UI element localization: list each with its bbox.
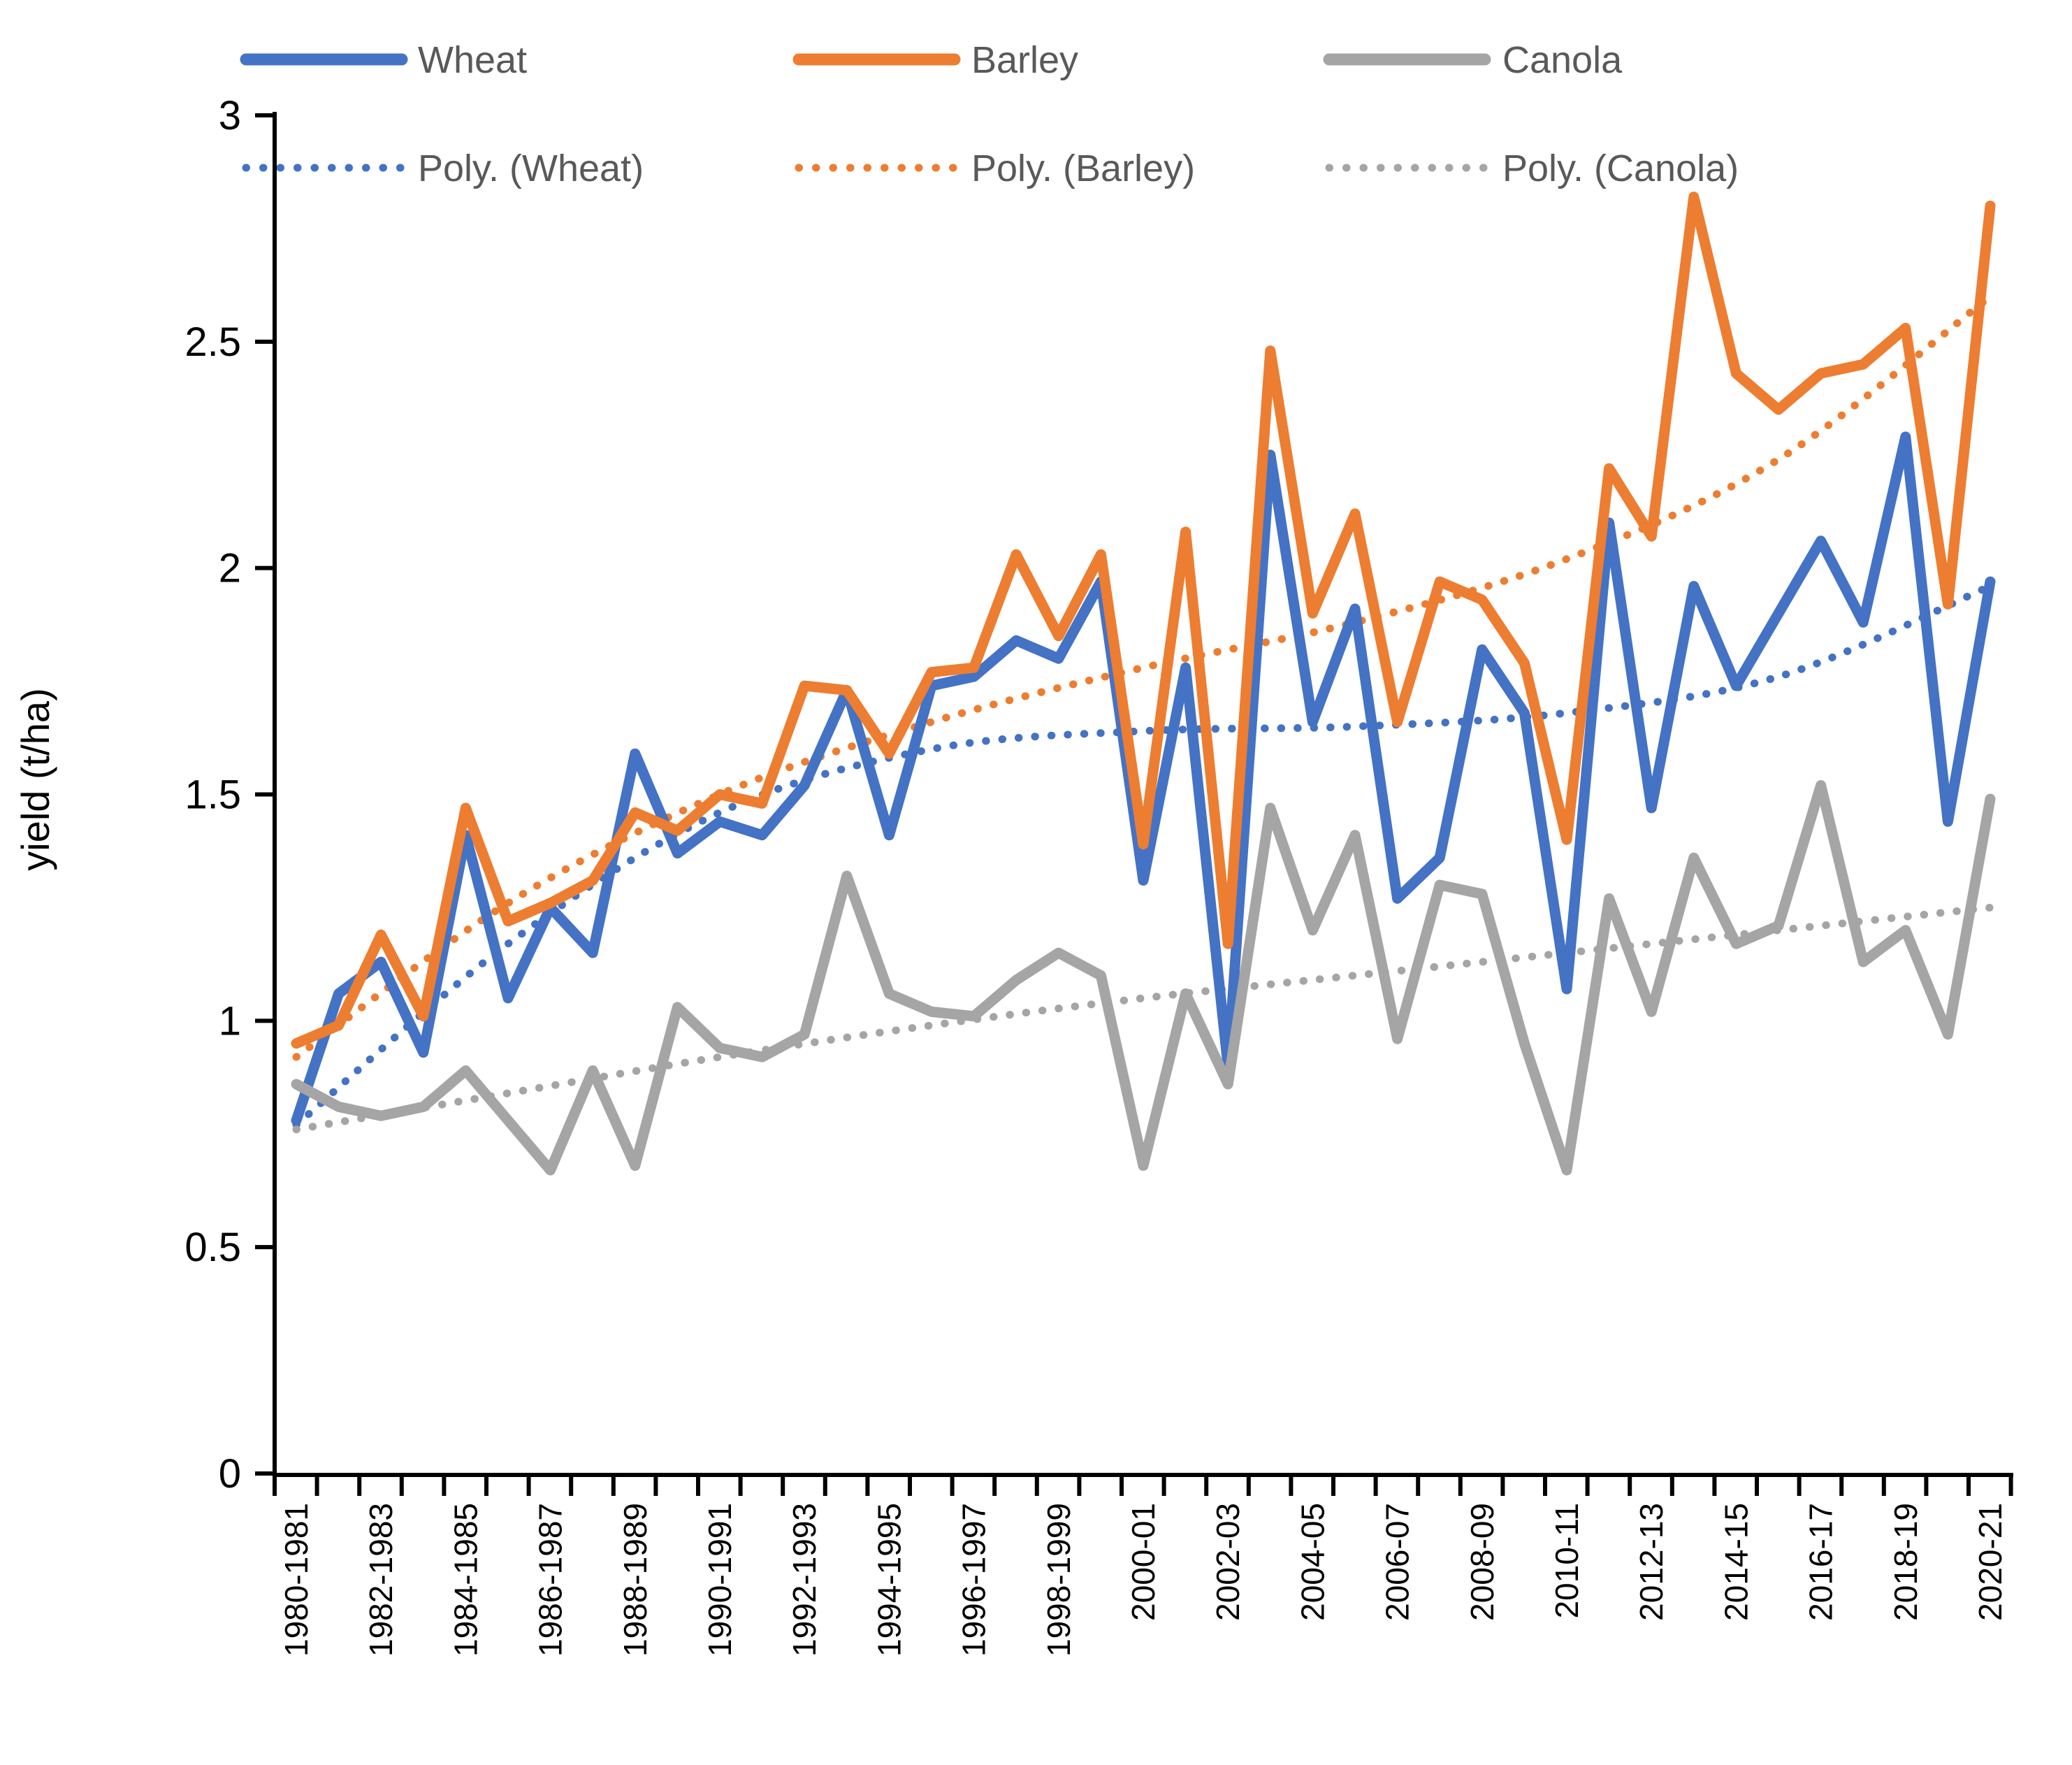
x-tick-label: 1994-1995 — [871, 1503, 907, 1657]
axes: 0 0.5 1 1.5 2 2.5 3 1980-1981 1982-1983 1984-198… — [13, 93, 2013, 1657]
trend-lines — [292, 292, 1994, 1134]
x-tick-label: 2018-19 — [1888, 1503, 1924, 1621]
x-tick-label: 1984-1985 — [447, 1503, 484, 1657]
y-axis-ticks — [255, 113, 275, 1476]
x-tick-label: 1990-1991 — [702, 1503, 738, 1657]
x-tick-label: 2000-01 — [1125, 1503, 1161, 1621]
series-line-barley — [291, 192, 1996, 1049]
x-tick-label: 2020-21 — [1972, 1503, 2008, 1621]
x-tick-label: 1996-1997 — [956, 1503, 992, 1657]
x-tick-label: 1986-1987 — [533, 1503, 569, 1657]
data-series-lines — [291, 192, 1996, 1176]
legend-label-poly-canola: Poly. (Canola) — [1502, 147, 1739, 189]
x-tick-label: 2012-13 — [1633, 1503, 1669, 1621]
y-tick-label: 2 — [219, 546, 241, 591]
x-tick-label: 1980-1981 — [278, 1503, 314, 1657]
y-tick-label: 2.5 — [184, 319, 241, 365]
x-tick-label: 2002-03 — [1210, 1503, 1246, 1621]
legend-label-barley: Barley — [971, 39, 1078, 81]
y-tick-label: 0.5 — [184, 1225, 241, 1270]
legend-label-poly-barley: Poly. (Barley) — [971, 147, 1195, 189]
chart-legend: Wheat Barley Canola Poly. (Wheat) Poly. … — [240, 39, 1739, 189]
y-axis-tick-labels: 0 0.5 1 1.5 2 2.5 3 — [184, 93, 241, 1497]
legend-label-canola: Canola — [1502, 39, 1623, 81]
x-tick-label: 2014-15 — [1718, 1503, 1754, 1621]
legend-label-wheat: Wheat — [418, 39, 527, 81]
x-tick-label: 1998-1999 — [1041, 1503, 1077, 1657]
legend-label-poly-wheat: Poly. (Wheat) — [418, 147, 644, 189]
x-tick-label: 2016-17 — [1803, 1503, 1839, 1621]
y-tick-label: 0 — [219, 1451, 241, 1497]
x-axis-ticks — [273, 1475, 2013, 1496]
y-tick-label: 3 — [219, 93, 241, 138]
x-tick-label: 2010-11 — [1549, 1503, 1585, 1618]
x-tick-label: 2006-07 — [1379, 1503, 1416, 1621]
x-tick-label: 1992-1993 — [786, 1503, 823, 1657]
y-tick-label: 1.5 — [184, 772, 241, 817]
x-tick-label: 1988-1989 — [617, 1503, 653, 1657]
y-tick-label: 1 — [219, 998, 241, 1044]
x-tick-label: 1982-1983 — [363, 1503, 399, 1657]
x-axis-tick-labels: 1980-1981 1982-1983 1984-1985 1986-1987 1988… — [278, 1503, 2008, 1657]
trend-line-poly-canola- — [292, 903, 1994, 1134]
x-tick-label: 2008-09 — [1464, 1503, 1500, 1621]
series-line-wheat — [291, 431, 1996, 1126]
y-axis-title: yield (t/ha) — [13, 688, 57, 870]
x-tick-label: 2004-05 — [1294, 1503, 1331, 1621]
series-line-canola — [291, 780, 1996, 1176]
